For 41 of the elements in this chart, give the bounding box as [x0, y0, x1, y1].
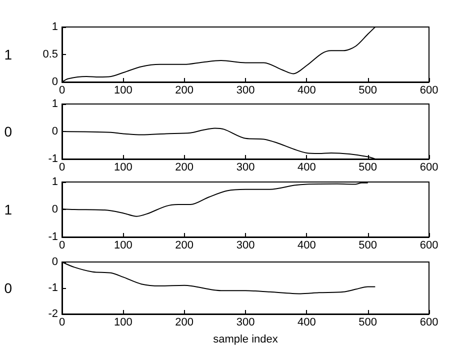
x-tick-label: 500 — [358, 162, 378, 174]
x-tick-label: 600 — [420, 316, 438, 328]
x-tick-label: 100 — [114, 84, 132, 96]
y-tick-label: 1 — [52, 98, 58, 110]
y-tick-label: -1 — [48, 231, 58, 243]
x-tick-label: 500 — [358, 84, 378, 96]
x-tick-label: 400 — [297, 162, 316, 174]
y-axis-title: 1 — [4, 46, 12, 62]
y-tick-label: 1 — [52, 176, 58, 188]
x-tick-label: 400 — [297, 240, 316, 252]
y-tick-label: -2 — [48, 308, 58, 320]
y-axis-title: 0 — [4, 124, 12, 140]
y-tick-label: 0 — [52, 256, 58, 268]
y-tick-label: 0 — [52, 204, 58, 216]
y-tick-label: 0 — [52, 126, 58, 138]
y-tick-label: -1 — [48, 282, 58, 294]
x-tick-label: 400 — [297, 316, 316, 328]
y-tick-label: 1 — [52, 21, 58, 33]
x-tick-label: 600 — [420, 162, 438, 174]
x-tick-label: 300 — [236, 162, 255, 174]
x-tick-label: 300 — [236, 316, 255, 328]
x-tick-label: 500 — [358, 240, 378, 252]
x-tick-label: 300 — [236, 240, 255, 252]
x-tick-label: 100 — [114, 240, 132, 252]
x-tick-label: 300 — [236, 84, 255, 96]
x-tick-label: 400 — [297, 84, 316, 96]
y-tick-label: 0 — [52, 76, 58, 88]
y-tick-label: -1 — [48, 153, 58, 165]
y-axis-title: 0 — [4, 280, 12, 296]
y-tick-label: 0.5 — [42, 48, 58, 60]
x-tick-label: 200 — [175, 240, 194, 252]
x-tick-label: 100 — [114, 162, 132, 174]
x-tick-label: 200 — [175, 316, 194, 328]
x-tick-label: 100 — [114, 316, 132, 328]
x-tick-label: 200 — [175, 84, 194, 96]
x-tick-label: 600 — [420, 84, 438, 96]
x-axis-title: sample index — [213, 334, 278, 346]
y-axis-title: 1 — [4, 202, 12, 218]
x-tick-label: 200 — [175, 162, 194, 174]
x-tick-label: 500 — [358, 316, 378, 328]
x-tick-label: 600 — [420, 240, 438, 252]
